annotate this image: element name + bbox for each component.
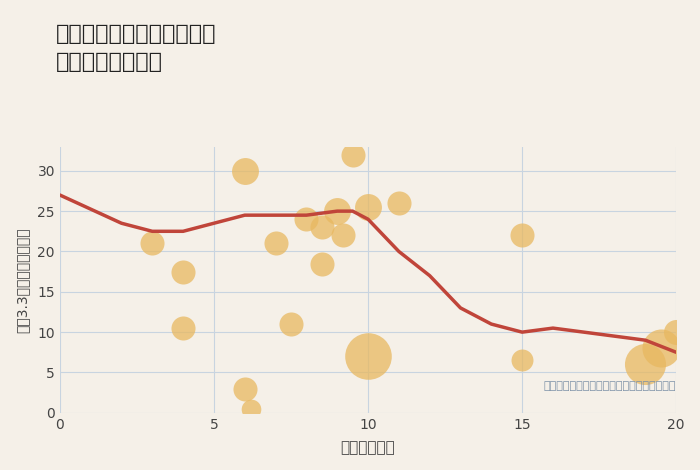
Point (270, 240, 281, 247)
Point (517, 232, 528, 239)
Point (517, 357, 528, 364)
Point (338, 232, 349, 239)
Point (239, 167, 251, 174)
Point (286, 321, 297, 328)
Point (671, 329, 682, 336)
Point (147, 240, 158, 247)
Point (316, 224, 328, 231)
Point (178, 324, 189, 332)
Point (301, 215, 312, 223)
Point (347, 151, 358, 158)
Point (245, 405, 256, 413)
Point (316, 260, 328, 267)
Point (655, 345, 666, 352)
Y-axis label: 坪（3.3㎡）単価（万円）: 坪（3.3㎡）単価（万円） (15, 227, 29, 332)
Text: 奈良県磯城郡川西町唐院の
駅距離別土地価格: 奈良県磯城郡川西町唐院の 駅距離別土地価格 (56, 24, 216, 71)
X-axis label: 駅距離（分）: 駅距離（分） (341, 440, 395, 455)
Point (178, 268, 189, 275)
Point (239, 385, 251, 392)
Point (363, 204, 374, 211)
Point (363, 352, 374, 360)
Text: 円の大きさは、取引のあった物件面積を示す: 円の大きさは、取引のあった物件面積を示す (544, 382, 676, 392)
Point (332, 207, 343, 215)
Point (393, 199, 405, 207)
Point (640, 360, 651, 368)
